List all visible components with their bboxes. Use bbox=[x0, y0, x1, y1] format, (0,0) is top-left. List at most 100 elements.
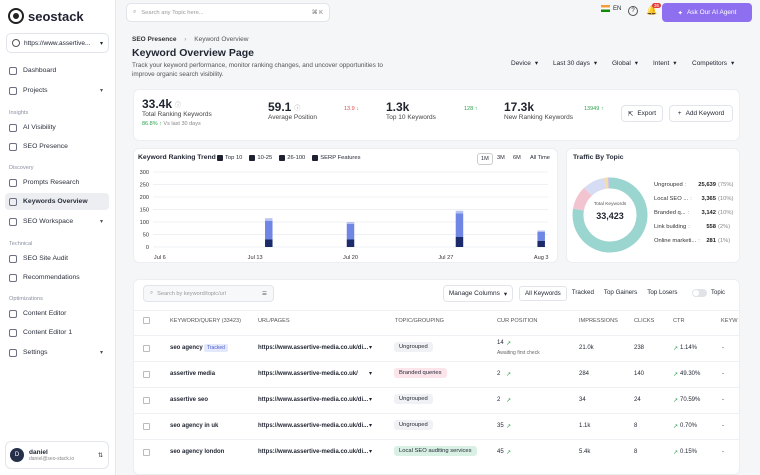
row-checkbox[interactable] bbox=[143, 449, 150, 456]
col-clicks[interactable]: CLICKS bbox=[634, 318, 655, 324]
breadcrumb-root[interactable]: SEO Presence bbox=[132, 36, 177, 43]
brand-logo[interactable]: seostack bbox=[8, 8, 84, 24]
table-row[interactable]: assertive media https://www.assertive-me… bbox=[133, 361, 740, 387]
table-row[interactable]: seo agency in uk https://www.assertive-m… bbox=[133, 413, 740, 439]
bar-10-25[interactable] bbox=[537, 232, 545, 241]
bar-10-25[interactable] bbox=[265, 220, 273, 240]
col-position[interactable]: CUR POSITION bbox=[497, 318, 538, 324]
keyword-text[interactable]: seo agency bbox=[170, 345, 203, 351]
topic-pill[interactable]: Branded queries bbox=[394, 368, 447, 378]
tab-top-gainers[interactable]: Top Gainers bbox=[603, 289, 638, 296]
nav-seo-workspace[interactable]: SEO Workspace ▾ bbox=[5, 213, 109, 230]
url-text[interactable]: https://www.assertive-media.co.uk/ bbox=[258, 371, 358, 377]
select-all-checkbox[interactable] bbox=[143, 317, 150, 324]
bell-icon[interactable]: 🔔 bbox=[646, 5, 658, 15]
bar-top-10[interactable] bbox=[455, 237, 464, 247]
url-dropdown-icon[interactable]: ▾ bbox=[369, 345, 373, 351]
range-all-time[interactable]: All Time bbox=[530, 155, 550, 161]
tab-all-keywords[interactable]: All Keywords bbox=[519, 286, 567, 301]
info-icon[interactable]: ⓘ bbox=[294, 105, 301, 112]
nav-content-editor[interactable]: Content Editor bbox=[5, 305, 109, 322]
global-search-input[interactable]: ⌕ Search any Topic here... ⌘ K bbox=[126, 3, 330, 22]
legend-item[interactable]: Local SEO ...: 3,365 (10%) bbox=[654, 196, 738, 202]
topic-pill[interactable]: Ungrouped bbox=[394, 394, 433, 404]
nav-prompts-research[interactable]: Prompts Research bbox=[5, 174, 109, 191]
donut-slice[interactable] bbox=[584, 177, 607, 196]
bar-top-10[interactable] bbox=[537, 240, 545, 247]
toggle-26-100[interactable]: 26-100 bbox=[279, 155, 305, 161]
manage-columns-button[interactable]: Manage Columns ▾ bbox=[443, 285, 513, 302]
bar-10-25[interactable] bbox=[346, 224, 355, 240]
range-1m[interactable]: 1M bbox=[477, 153, 493, 165]
row-checkbox[interactable] bbox=[143, 423, 150, 430]
nav-site-audit[interactable]: SEO Site Audit bbox=[5, 250, 109, 267]
legend-item[interactable]: Link building: 558 (2%) bbox=[654, 224, 738, 230]
bar-top-10[interactable] bbox=[346, 239, 355, 248]
language-selector[interactable]: EN bbox=[601, 5, 621, 12]
info-icon[interactable]: ⓘ bbox=[175, 102, 182, 109]
legend-item[interactable]: Ungrouped: 25,639 (75%) bbox=[654, 182, 738, 188]
nav-keywords-overview[interactable]: Keywords Overview bbox=[5, 193, 109, 210]
url-text[interactable]: https://www.assertive-media.co.uk/di... bbox=[258, 423, 369, 429]
topic-toggle[interactable] bbox=[692, 289, 707, 297]
topic-pill[interactable]: Ungrouped bbox=[394, 420, 433, 430]
table-row[interactable]: seo agency london https://www.assertive-… bbox=[133, 439, 740, 465]
table-row[interactable]: assertive seo https://www.assertive-medi… bbox=[133, 387, 740, 413]
legend-item[interactable]: Branded q...: 3,142 (10%) bbox=[654, 210, 738, 216]
table-row[interactable]: seo agency Tracked https://www.assertive… bbox=[133, 335, 740, 361]
table-search-input[interactable]: ⌕ Search by keyword/topic/url ☰ bbox=[143, 285, 274, 302]
ask-ai-agent-button[interactable]: ✦ Ask Our AI Agent bbox=[662, 3, 752, 22]
add-keyword-button[interactable]: + Add Keyword bbox=[669, 105, 733, 122]
topic-pill[interactable]: Ungrouped bbox=[394, 342, 433, 352]
topic-pill[interactable]: Local SEO auditing services bbox=[394, 446, 477, 456]
range-6m[interactable]: 6M bbox=[513, 155, 521, 161]
toggle-top10[interactable]: Top 10 bbox=[217, 155, 242, 161]
url-text[interactable]: https://www.assertive-media.co.uk/di... bbox=[258, 345, 369, 351]
nav-content-editor-1[interactable]: Content Editor 1 bbox=[5, 324, 109, 341]
nav-projects[interactable]: Projects ▾ bbox=[5, 82, 109, 99]
row-checkbox[interactable] bbox=[143, 371, 150, 378]
bar-10-25[interactable] bbox=[455, 213, 464, 237]
col-impressions[interactable]: IMPRESSIONS bbox=[579, 318, 618, 324]
url-dropdown-icon[interactable]: ▾ bbox=[369, 423, 373, 429]
help-icon[interactable]: ? bbox=[628, 6, 638, 16]
bar-26-100[interactable] bbox=[265, 218, 273, 221]
toggle-serp-features[interactable]: SERP Features bbox=[312, 155, 360, 161]
range-3m[interactable]: 3M bbox=[497, 155, 505, 161]
donut-slice[interactable] bbox=[573, 187, 593, 211]
url-dropdown-icon[interactable]: ▾ bbox=[369, 371, 373, 377]
nav-dashboard[interactable]: Dashboard bbox=[5, 62, 109, 79]
tab-tracked[interactable]: Tracked bbox=[571, 289, 594, 296]
keyword-text[interactable]: seo agency in uk bbox=[170, 423, 219, 429]
col-ctr[interactable]: CTR bbox=[673, 318, 685, 324]
nav-settings[interactable]: Settings ▾ bbox=[5, 344, 109, 361]
col-url[interactable]: URL/PAGES bbox=[258, 318, 290, 324]
nav-recommendations[interactable]: Recommendations bbox=[5, 269, 109, 286]
col-keyword[interactable]: KEYWORD/QUERY (33423) bbox=[170, 318, 241, 324]
user-menu[interactable]: D daniel daniel@seo-stack.io ⇅ bbox=[5, 441, 109, 469]
toggle-10-25[interactable]: 10-25 bbox=[249, 155, 272, 161]
donut-slice[interactable] bbox=[572, 177, 648, 253]
url-text[interactable]: https://www.assertive-media.co.uk/di... bbox=[258, 449, 369, 455]
row-checkbox[interactable] bbox=[143, 345, 150, 352]
filter-icon[interactable]: ☰ bbox=[261, 290, 267, 297]
nav-seo-presence[interactable]: SEO Presence bbox=[5, 138, 109, 155]
url-dropdown-icon[interactable]: ▾ bbox=[369, 449, 373, 455]
intent-filter[interactable]: Intent ▾ bbox=[653, 56, 677, 70]
bar-top-10[interactable] bbox=[265, 239, 273, 248]
col-keyw[interactable]: KEYW bbox=[721, 318, 738, 324]
period-filter[interactable]: Last 30 days ▾ bbox=[553, 56, 597, 70]
competitors-filter[interactable]: Competitors ▾ bbox=[692, 56, 734, 70]
bar-26-100[interactable] bbox=[537, 230, 545, 233]
bar-26-100[interactable] bbox=[455, 210, 464, 214]
keyword-text[interactable]: assertive seo bbox=[170, 397, 209, 403]
col-topic[interactable]: TOPIC/GROUPING bbox=[395, 318, 445, 324]
url-text[interactable]: https://www.assertive-media.co.uk/di... bbox=[258, 397, 369, 403]
bar-26-100[interactable] bbox=[346, 222, 355, 224]
nav-ai-visibility[interactable]: AI Visibility bbox=[5, 119, 109, 136]
site-selector[interactable]: https://www.assertive... ▾ bbox=[6, 33, 109, 53]
tab-top-losers[interactable]: Top Losers bbox=[647, 289, 678, 296]
legend-item[interactable]: Online marketi...:281 (1%) bbox=[654, 238, 738, 244]
device-filter[interactable]: Device ▾ bbox=[511, 56, 538, 70]
region-filter[interactable]: Global ▾ bbox=[612, 56, 638, 70]
